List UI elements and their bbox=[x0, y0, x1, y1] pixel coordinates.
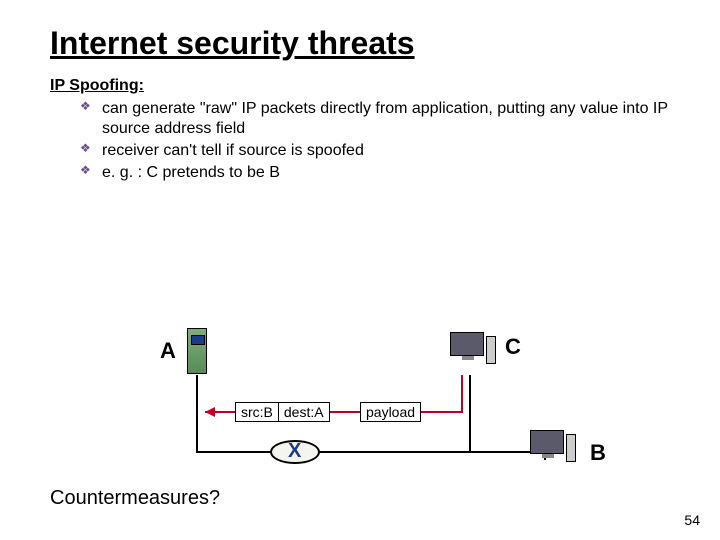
node-b-label: B bbox=[590, 440, 606, 466]
node-c-label: C bbox=[505, 334, 521, 360]
packet-payload-cell: payload bbox=[360, 402, 421, 422]
bullet-item: receiver can't tell if source is spoofed bbox=[80, 141, 670, 161]
page-number: 54 bbox=[684, 512, 700, 528]
computer-b-icon bbox=[530, 430, 574, 466]
content-block: IP Spoofing: can generate "raw" IP packe… bbox=[0, 62, 720, 183]
router-icon: X bbox=[270, 440, 320, 464]
bullet-item: e. g. : C pretends to be B bbox=[80, 163, 670, 183]
network-diagram: A C B X src:B dest:A payload bbox=[150, 300, 610, 480]
computer-a-icon bbox=[187, 328, 207, 374]
countermeasures-text: Countermeasures? bbox=[50, 487, 220, 510]
node-a-label: A bbox=[160, 338, 176, 364]
page-title: Internet security threats bbox=[0, 0, 720, 62]
packet-header: src:B dest:A bbox=[235, 402, 330, 422]
packet-payload: payload bbox=[360, 402, 421, 422]
packet-src: src:B bbox=[235, 402, 278, 422]
section-heading: IP Spoofing: bbox=[50, 77, 670, 95]
computer-c-icon bbox=[450, 332, 494, 368]
bullet-item: can generate "raw" IP packets directly f… bbox=[80, 99, 670, 139]
packet-dest: dest:A bbox=[278, 402, 330, 422]
bullet-list: can generate "raw" IP packets directly f… bbox=[50, 99, 670, 183]
